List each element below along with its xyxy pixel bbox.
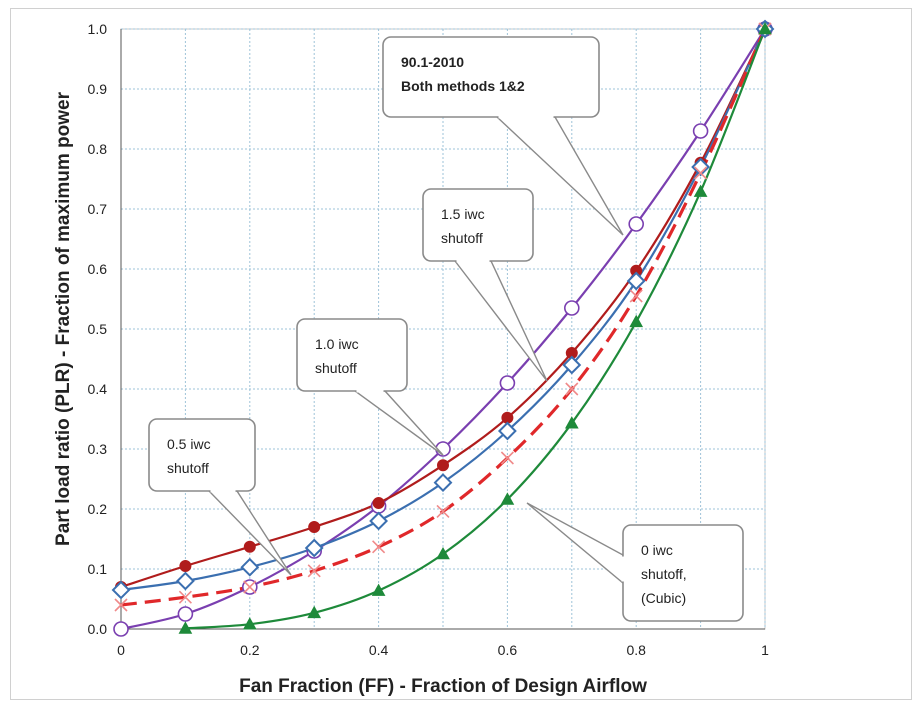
data-point-4 xyxy=(564,416,579,429)
x-tick-label: 0 xyxy=(117,642,125,658)
data-point-3 xyxy=(694,166,708,180)
callout-a10: 1.0 iwc shutoff xyxy=(296,318,444,456)
data-point-3 xyxy=(629,289,643,303)
callout-text: shutoff xyxy=(167,460,209,476)
series-line-0 xyxy=(120,28,766,631)
y-tick-label: 0.4 xyxy=(88,381,108,397)
data-point-3 xyxy=(243,580,257,594)
callout-text: shutoff, xyxy=(641,566,687,582)
y-tick-label: 0.5 xyxy=(88,321,108,337)
data-point-2 xyxy=(497,421,517,441)
y-tick-label: 0.2 xyxy=(88,501,108,517)
callout-text: (Cubic) xyxy=(641,590,686,606)
data-point-3 xyxy=(565,382,579,396)
data-point-3 xyxy=(372,540,386,554)
x-tick-label: 0.2 xyxy=(240,642,260,658)
data-point-1 xyxy=(179,560,192,572)
x-axis-title: Fan Fraction (FF) - Fraction of Design A… xyxy=(239,676,647,697)
data-point-4 xyxy=(629,314,644,328)
callout-a05: 0.5 iwc shutoff xyxy=(148,418,292,576)
data-point-4 xyxy=(242,617,257,630)
callout-text: 90.1-2010 xyxy=(401,54,464,70)
series-line-1 xyxy=(120,28,766,589)
y-tick-label: 0.7 xyxy=(88,201,108,217)
data-point-2 xyxy=(626,271,646,291)
callout-text: 0 iwc xyxy=(641,542,673,558)
data-point-3 xyxy=(307,564,321,578)
callout-box xyxy=(148,418,256,492)
data-point-3 xyxy=(500,451,514,465)
y-tick-label: 1.0 xyxy=(88,21,108,37)
data-point-3 xyxy=(114,598,128,612)
series-markers xyxy=(111,19,775,637)
data-point-4 xyxy=(436,546,450,560)
y-tick-label: 0.6 xyxy=(88,261,108,277)
x-tick-label: 0.4 xyxy=(369,642,389,658)
data-point-4 xyxy=(307,605,322,619)
data-point-0 xyxy=(499,375,516,391)
y-tick-label: 0.0 xyxy=(88,621,108,637)
callout-box xyxy=(382,36,600,118)
chart-frame: 0.0 0.1 0.2 0.3 0.4 0.5 0.6 0.7 0.8 0.9 1.0 0 0.2 0.4… xyxy=(10,8,912,700)
data-point-3 xyxy=(178,590,192,604)
callout-text: 0.5 iwc xyxy=(167,436,211,452)
data-point-0 xyxy=(113,621,129,637)
x-tick-label: 0.6 xyxy=(498,642,518,658)
x-tick-label: 0.8 xyxy=(626,642,646,658)
data-point-2 xyxy=(562,355,582,375)
data-point-0 xyxy=(563,300,580,316)
data-point-4 xyxy=(693,184,708,197)
data-point-2 xyxy=(111,580,131,600)
data-point-2 xyxy=(240,557,260,577)
callout-text: 1.5 iwc xyxy=(441,206,485,222)
data-point-2 xyxy=(175,571,195,591)
data-point-0 xyxy=(692,123,709,139)
y-tick-label: 0.8 xyxy=(88,141,108,157)
callout-box xyxy=(296,318,408,392)
callout-a15: 1.5 iwc shutoff xyxy=(422,188,548,382)
data-point-1 xyxy=(372,497,385,509)
callout-box xyxy=(422,188,534,262)
x-tick-label: 1 xyxy=(761,642,769,658)
callout-text: shutoff xyxy=(315,360,357,376)
data-point-4 xyxy=(500,492,515,505)
callout-a00: 0 iwc shutoff, (Cubic) xyxy=(526,502,744,622)
data-point-2 xyxy=(691,157,711,177)
y-tick-label: 0.3 xyxy=(88,441,108,457)
y-tick-label: 0.1 xyxy=(88,561,108,577)
y-axis-title: Part load ratio (PLR) - Fraction of maxi… xyxy=(53,91,74,546)
data-point-4 xyxy=(758,21,772,35)
chart: 0.0 0.1 0.2 0.3 0.4 0.5 0.6 0.7 0.8 0.9 1.0 0 0.2 0.4… xyxy=(53,19,775,697)
data-point-2 xyxy=(433,473,453,493)
data-point-0 xyxy=(628,216,645,232)
callout-a2010: 90.1-2010 Both methods 1&2 xyxy=(382,36,624,236)
data-point-1 xyxy=(437,459,449,472)
callout-text: 1.0 iwc xyxy=(315,336,359,352)
data-point-1 xyxy=(243,540,256,553)
data-point-2 xyxy=(304,538,324,558)
data-point-4 xyxy=(178,621,193,634)
y-tick-label: 0.9 xyxy=(88,81,108,97)
data-point-1 xyxy=(308,521,321,533)
callout-text: Both methods 1&2 xyxy=(401,78,525,94)
callout-text: shutoff xyxy=(441,230,483,246)
data-point-0 xyxy=(177,606,194,622)
data-point-2 xyxy=(369,511,389,531)
data-point-3 xyxy=(436,504,450,518)
data-point-4 xyxy=(371,583,386,596)
